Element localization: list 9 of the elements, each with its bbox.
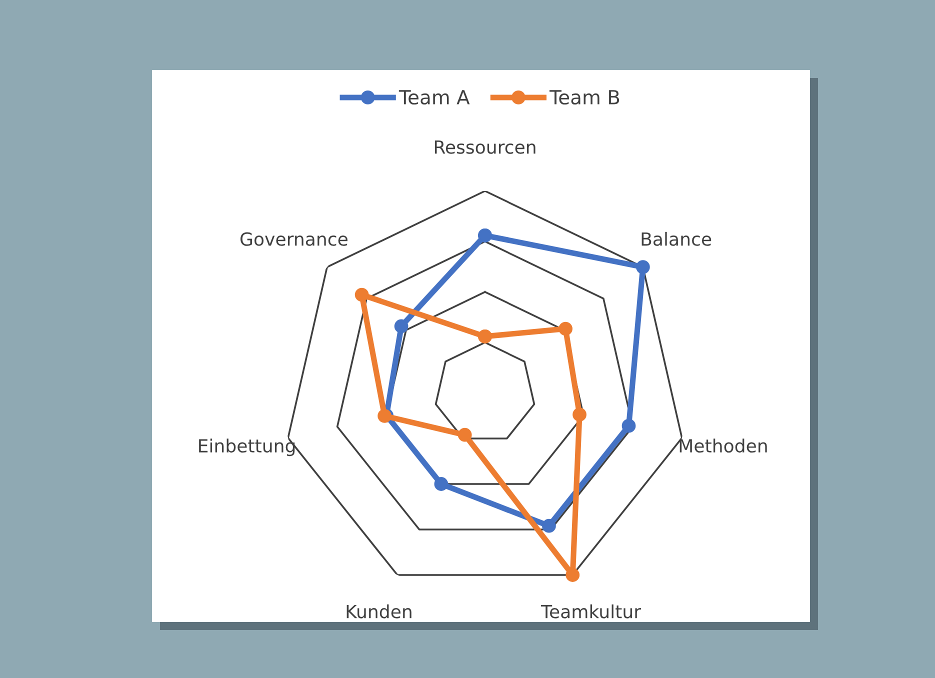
legend-label: Team A — [398, 90, 470, 105]
legend-label: Team B — [550, 90, 620, 105]
spoke-label: Teamkultur — [540, 604, 642, 618]
spoke-label: Balance — [642, 232, 712, 246]
spoke-label: Einbettung — [199, 438, 295, 456]
spoke-label: Ressourcen — [434, 140, 536, 154]
spoke-label: Methoden — [680, 438, 767, 453]
spoke-label: Kunden — [346, 604, 412, 618]
spoke-label: Governance — [240, 232, 348, 246]
